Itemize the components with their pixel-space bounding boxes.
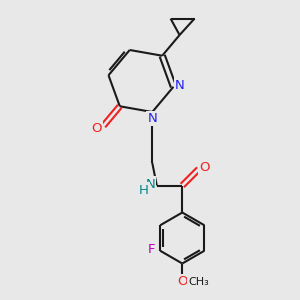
Text: O: O [92, 122, 102, 135]
Text: N: N [147, 112, 157, 125]
Text: H: H [138, 184, 148, 196]
Text: F: F [148, 243, 156, 256]
Text: CH₃: CH₃ [188, 277, 209, 286]
Text: O: O [200, 161, 210, 174]
Text: N: N [145, 178, 155, 190]
Text: O: O [177, 275, 188, 288]
Text: N: N [175, 79, 185, 92]
